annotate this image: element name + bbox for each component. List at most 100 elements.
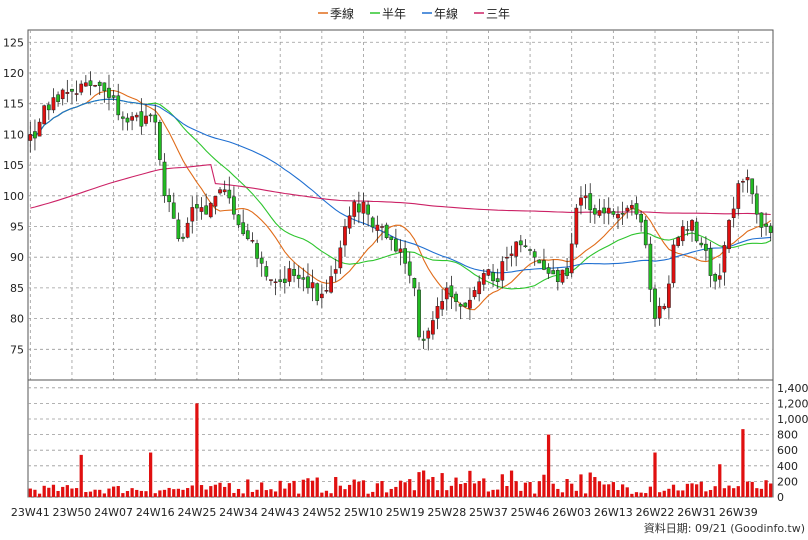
volume-bar [347, 484, 352, 497]
candle-body [431, 320, 435, 335]
volume-bar [315, 477, 319, 497]
volume-bar [111, 486, 116, 497]
volume-bar [213, 484, 218, 497]
volume-bar [269, 489, 273, 497]
volume-bar [88, 491, 93, 497]
volume-bar [380, 481, 384, 497]
volume-bar [588, 472, 592, 497]
volume-bar [699, 481, 703, 497]
candle-body [764, 223, 768, 227]
candle-body [486, 269, 491, 276]
candle-body [171, 202, 176, 219]
volume-bar [167, 487, 171, 497]
candle-body [690, 220, 694, 231]
candle-body [546, 267, 551, 274]
candle-body [606, 207, 611, 214]
candle-body [657, 305, 662, 319]
volume-bar [236, 488, 241, 497]
candle-body [574, 207, 579, 245]
candle-body [208, 202, 213, 218]
volume-bar [273, 491, 278, 497]
x-tick-label: 25W10 [344, 506, 383, 519]
candle-body [380, 226, 384, 228]
volume-bar [246, 479, 250, 497]
volume-bar [223, 486, 227, 497]
legend-label: 三年 [486, 7, 510, 21]
volume-bar [676, 490, 680, 497]
candle-body [560, 269, 565, 283]
candle-body [597, 210, 602, 216]
volume-bar [172, 489, 176, 497]
volume-bar [634, 492, 639, 497]
x-tick-label: 24W34 [219, 506, 258, 519]
candle-body [653, 288, 657, 319]
volume-bar [33, 489, 37, 497]
volume-bar [278, 480, 282, 497]
volume-bar [459, 484, 463, 497]
volume-bar [329, 493, 333, 497]
candle-body [97, 81, 102, 86]
candle-body [176, 219, 181, 240]
candle-body [28, 134, 33, 141]
candle-body [273, 281, 278, 284]
volume-bar [755, 488, 759, 497]
legend-label: 半年 [382, 7, 406, 21]
candle-body [222, 189, 227, 193]
volume-bar [186, 488, 190, 497]
candle-body [611, 211, 616, 215]
candle-body [213, 196, 218, 207]
candle-body [403, 248, 407, 264]
candle-body [708, 248, 713, 276]
candle-body [514, 241, 519, 257]
candle-body [648, 243, 653, 290]
candle-body [421, 338, 426, 341]
candle-body [282, 278, 287, 283]
candle-body [74, 93, 79, 95]
volume-bar [297, 493, 301, 497]
volume-bar [477, 480, 481, 497]
ma-quarter-line [30, 90, 772, 311]
volume-tick-label: 1,400 [777, 382, 808, 395]
volume-bar [74, 488, 79, 497]
candle-body [592, 208, 597, 215]
volume-bar [505, 486, 509, 497]
volume-bar [334, 477, 338, 497]
volume-bar [301, 479, 305, 497]
candle-body [167, 195, 172, 203]
volume-bar [579, 474, 583, 497]
candle-body [481, 273, 486, 285]
volume-bar [320, 492, 324, 497]
candle-body [315, 283, 320, 301]
volume-bar [343, 489, 347, 497]
candle-body [46, 104, 51, 111]
volume-tick-label: 200 [777, 475, 798, 488]
candle-body [278, 279, 283, 282]
candle-body [458, 303, 463, 307]
candle-body [759, 212, 764, 228]
volume-bar [537, 481, 541, 497]
candle-body [565, 267, 569, 276]
volume-bar [116, 486, 120, 497]
volume-bar [37, 493, 42, 497]
volume-bar [260, 482, 264, 497]
volume-bar [625, 487, 629, 497]
volume-bar [556, 488, 560, 497]
candle-body [569, 243, 574, 274]
candle-body [426, 330, 431, 339]
candle-body [42, 105, 47, 125]
price-plot-area [27, 29, 774, 381]
volume-bar [283, 488, 287, 497]
volume-bar [463, 483, 467, 497]
volume-bar [47, 487, 51, 497]
candle-body [671, 244, 676, 284]
candle-body [264, 266, 269, 277]
volume-bar [130, 488, 134, 497]
candle-body [51, 97, 56, 111]
candle-body [352, 201, 357, 217]
candle-body [477, 281, 482, 295]
volume-bar [28, 488, 32, 497]
candle-body [389, 236, 394, 240]
volume-bar [435, 490, 440, 497]
candle-body [158, 121, 162, 160]
candle-body [301, 277, 306, 280]
